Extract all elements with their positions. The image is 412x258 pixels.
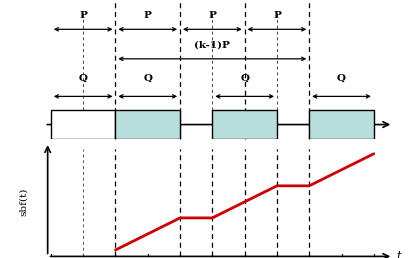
Bar [212,110,277,139]
Text: Q: Q [337,74,346,83]
Text: Q: Q [143,74,152,83]
Text: P: P [144,11,152,20]
Text: P: P [79,11,87,20]
Text: Q: Q [79,74,88,83]
Bar [309,110,374,139]
Text: (k-1)P: (k-1)P [194,41,230,50]
Text: P: P [273,11,281,20]
Bar [115,110,180,139]
Bar [51,110,115,139]
Text: t: t [396,250,401,258]
Text: P: P [208,11,216,20]
Text: Q: Q [240,74,249,83]
Text: sbf(t): sbf(t) [19,188,28,216]
